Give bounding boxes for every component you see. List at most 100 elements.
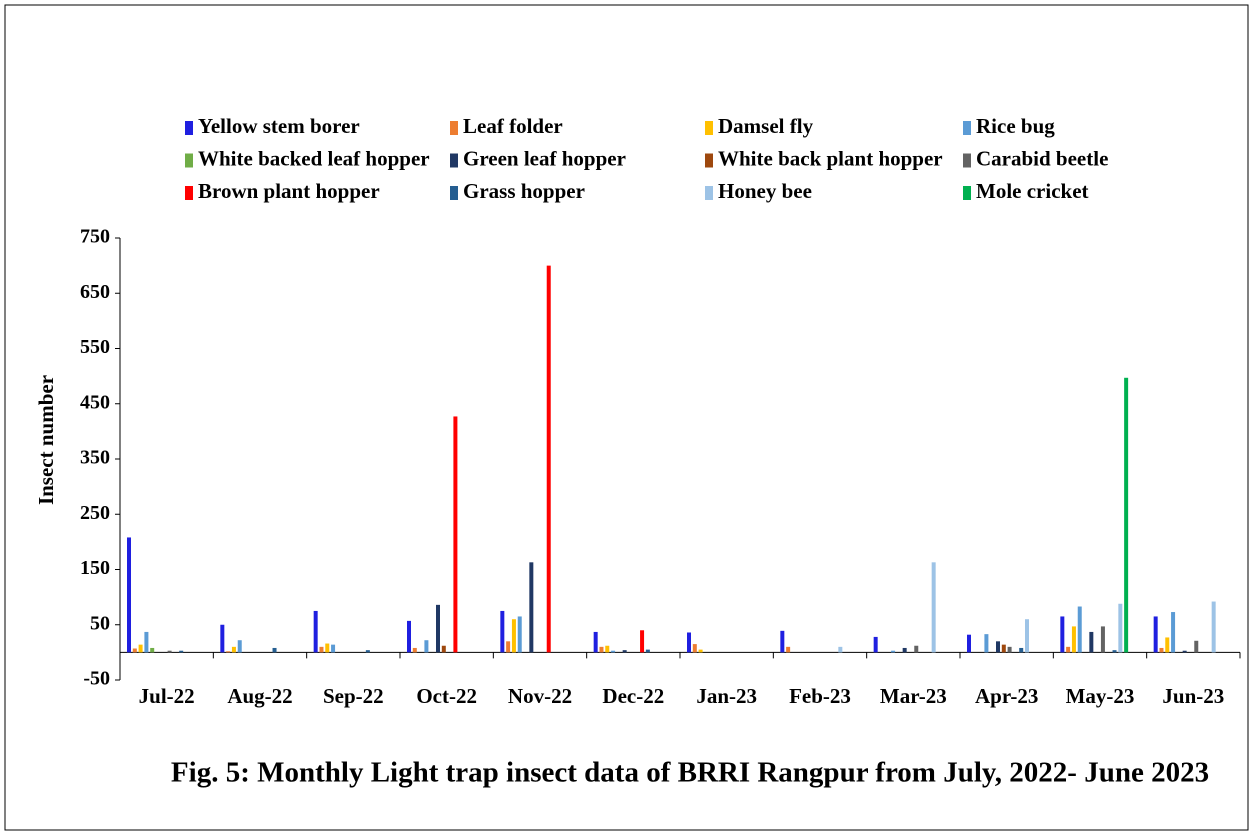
bar bbox=[407, 620, 411, 653]
bar bbox=[150, 647, 155, 653]
bar bbox=[786, 646, 791, 653]
bar bbox=[902, 647, 907, 653]
bar bbox=[931, 562, 936, 653]
bar bbox=[500, 610, 505, 653]
bar bbox=[645, 649, 650, 653]
bar bbox=[144, 631, 149, 653]
chart-title: Fig. 5: Monthly Light trap insect data o… bbox=[171, 757, 1209, 789]
y-tick-label: -50 bbox=[83, 668, 110, 690]
legend-label: Honey bee bbox=[718, 179, 812, 203]
bar bbox=[319, 646, 324, 653]
x-tick-label: Sep-22 bbox=[323, 684, 384, 708]
legend-swatch bbox=[185, 186, 193, 200]
bar bbox=[1019, 647, 1024, 653]
bar bbox=[167, 650, 172, 653]
legend-swatch bbox=[185, 153, 193, 168]
bar bbox=[441, 645, 446, 653]
bar bbox=[1124, 377, 1129, 653]
legend-swatch bbox=[963, 121, 971, 135]
y-tick-label: 350 bbox=[80, 447, 110, 469]
y-tick-label: 150 bbox=[80, 557, 110, 579]
y-axis-title: Insect number bbox=[34, 375, 58, 505]
legend-label: Carabid beetle bbox=[976, 146, 1108, 170]
bar bbox=[640, 630, 645, 653]
x-tick-label: Jun-23 bbox=[1162, 684, 1224, 708]
bar bbox=[132, 648, 137, 653]
bar bbox=[138, 644, 143, 653]
bar bbox=[1194, 640, 1199, 653]
y-tick-label: 550 bbox=[80, 336, 110, 358]
x-tick-label: Jul-22 bbox=[139, 684, 195, 708]
legend-swatch bbox=[450, 186, 458, 200]
y-tick-label: 450 bbox=[80, 391, 110, 413]
bar bbox=[605, 645, 610, 653]
bar bbox=[1077, 606, 1082, 653]
bar bbox=[529, 562, 534, 653]
legend-swatch bbox=[963, 186, 971, 200]
bar bbox=[1112, 650, 1117, 653]
y-tick-label: 650 bbox=[80, 281, 110, 303]
legend-label: Damsel fly bbox=[718, 114, 814, 138]
bar bbox=[226, 651, 231, 653]
bar bbox=[453, 416, 458, 653]
legend-label: Grass hopper bbox=[463, 179, 585, 203]
x-tick-label: May-23 bbox=[1066, 684, 1135, 708]
bar bbox=[838, 646, 843, 653]
legend-label: Brown plant hopper bbox=[198, 179, 380, 203]
frame bbox=[4, 4, 1249, 831]
bar bbox=[511, 619, 516, 653]
bar bbox=[412, 647, 417, 653]
legend-label: Green leaf hopper bbox=[463, 146, 626, 170]
bar bbox=[996, 641, 1000, 653]
legend-swatch bbox=[705, 153, 713, 168]
y-tick-label: 250 bbox=[80, 502, 110, 524]
x-tick-label: Aug-22 bbox=[227, 684, 292, 708]
bar bbox=[127, 537, 131, 653]
y-tick-label: 750 bbox=[80, 226, 110, 248]
bar bbox=[1171, 612, 1176, 653]
bar bbox=[1060, 616, 1065, 653]
bar bbox=[231, 646, 236, 653]
bar bbox=[436, 604, 440, 653]
bar bbox=[424, 640, 429, 653]
bar bbox=[272, 647, 277, 653]
legend-swatch bbox=[185, 121, 193, 135]
x-tick-label: Dec-22 bbox=[602, 684, 664, 708]
bar bbox=[891, 650, 896, 653]
bar bbox=[599, 646, 604, 653]
legend-swatch bbox=[705, 121, 713, 135]
bar bbox=[1100, 626, 1105, 653]
bar bbox=[1118, 603, 1123, 653]
x-tick-label: Apr-23 bbox=[975, 684, 1038, 708]
bar bbox=[1153, 616, 1158, 653]
bar bbox=[914, 645, 919, 653]
bar bbox=[611, 650, 616, 653]
x-tick-label: Nov-22 bbox=[508, 684, 572, 708]
bar bbox=[873, 636, 878, 653]
legend-label: Yellow stem borer bbox=[198, 114, 360, 138]
bar bbox=[1089, 631, 1094, 653]
x-tick-label: Jan-23 bbox=[696, 684, 757, 708]
bar bbox=[237, 640, 242, 653]
x-tick-label: Mar-23 bbox=[880, 684, 947, 708]
legend-label: Rice bug bbox=[976, 114, 1055, 138]
bar bbox=[1182, 650, 1187, 653]
y-tick-label: 50 bbox=[90, 612, 110, 634]
bar bbox=[1159, 647, 1164, 653]
bar bbox=[593, 631, 598, 653]
bar bbox=[622, 650, 627, 653]
bar bbox=[687, 632, 691, 653]
bar bbox=[1165, 637, 1170, 653]
bar bbox=[1066, 646, 1071, 653]
x-tick-label: Feb-23 bbox=[789, 684, 851, 708]
bar bbox=[325, 643, 330, 653]
bar bbox=[313, 610, 318, 653]
legend-swatch bbox=[963, 153, 971, 168]
bar bbox=[179, 650, 184, 653]
bar bbox=[1001, 644, 1006, 653]
x-tick-label: Oct-22 bbox=[416, 684, 477, 708]
bar bbox=[1211, 601, 1216, 653]
legend-swatch bbox=[450, 121, 458, 135]
bar bbox=[780, 630, 785, 653]
